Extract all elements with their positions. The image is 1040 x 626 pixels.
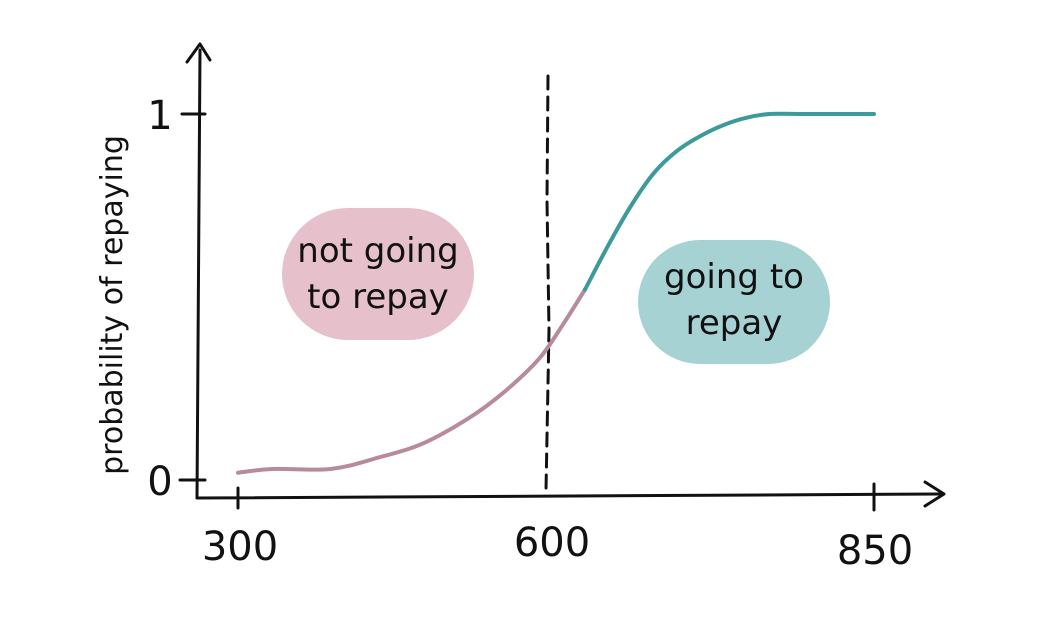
x-tick-label-600: 600	[514, 520, 590, 566]
annotation-going-to-repay: going to repay	[638, 240, 830, 364]
x-tick-300: 300	[202, 486, 278, 570]
y-axis-label: probability of repaying	[95, 135, 130, 475]
y-tick-0: 0	[147, 459, 207, 505]
x-tick-600: 600	[514, 520, 590, 566]
series-above-threshold-line	[582, 111, 876, 292]
threshold-line	[544, 74, 551, 492]
x-tick-label-850: 850	[837, 528, 913, 574]
not-going-to-repay-line-2: to repay	[307, 277, 449, 317]
going-to-repay-bubble	[638, 240, 830, 364]
not-going-to-repay-line-1: not going	[297, 231, 458, 271]
y-axis	[195, 48, 202, 500]
series-below-threshold-line	[236, 287, 587, 475]
annotation-not-going-to-repay: not going to repay	[282, 208, 474, 340]
x-axis-arrowhead	[923, 480, 946, 508]
y-tick-label-0: 0	[147, 459, 172, 505]
going-to-repay-line-2: repay	[686, 303, 783, 343]
not-going-to-repay-bubble	[282, 208, 474, 340]
going-to-repay-line-1: going to	[664, 257, 804, 297]
y-tick-label-1: 1	[147, 93, 172, 139]
y-tick-1: 1	[147, 93, 207, 139]
x-tick-850: 850	[837, 482, 913, 574]
x-axis	[195, 492, 942, 500]
x-tick-label-300: 300	[202, 524, 278, 570]
y-axis-arrowhead	[185, 42, 212, 64]
axes	[185, 42, 946, 508]
